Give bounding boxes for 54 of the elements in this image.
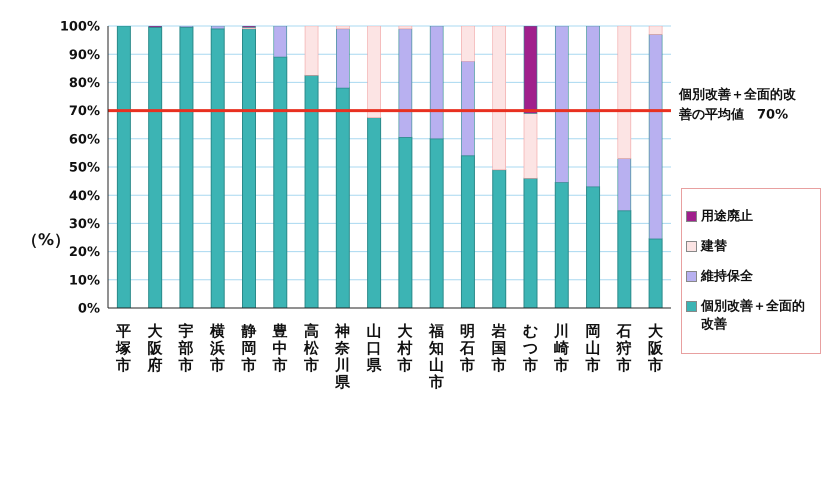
y-tick-label: 20% bbox=[68, 245, 100, 260]
bar bbox=[304, 74, 319, 308]
x-tick-label: 石狩市 bbox=[616, 322, 632, 374]
x-tick-label: 岩国市 bbox=[490, 322, 506, 374]
bar bbox=[148, 26, 162, 308]
x-tick-label: 大阪府 bbox=[146, 322, 164, 374]
y-tick-label: 90% bbox=[68, 48, 100, 63]
legend-label: 建替 bbox=[701, 238, 727, 255]
x-tick-label: むつ市 bbox=[522, 322, 538, 374]
y-tick-label: 10% bbox=[68, 273, 100, 288]
y-tick-label: 30% bbox=[68, 217, 100, 232]
y-tick-label: 50% bbox=[68, 160, 100, 176]
bar bbox=[648, 26, 662, 35]
x-tick-label: 宇部市 bbox=[178, 322, 194, 374]
y-tick-label: 0% bbox=[78, 302, 100, 317]
bar bbox=[461, 26, 475, 62]
bar bbox=[242, 28, 256, 308]
bar bbox=[492, 26, 506, 170]
x-tick-label: 岡山市 bbox=[584, 322, 600, 374]
x-tick-label: 明石市 bbox=[459, 322, 476, 374]
y-tick-label: 80% bbox=[68, 76, 100, 92]
x-tick-label: 山口県 bbox=[365, 322, 382, 374]
bar bbox=[304, 26, 318, 76]
bar bbox=[367, 117, 382, 308]
bar bbox=[336, 26, 350, 30]
x-tick-label: 福知山市 bbox=[428, 322, 444, 391]
y-axis-title: （%） bbox=[22, 230, 70, 249]
y-tick-label: 70% bbox=[68, 104, 100, 120]
y-tick-label: 60% bbox=[68, 132, 100, 148]
x-tick-label: 静岡市 bbox=[240, 322, 256, 374]
bar bbox=[523, 178, 538, 308]
x-tick-label: 平塚市 bbox=[115, 322, 132, 374]
ref-line-label: 個別改善＋全面的改善の平均値 70% bbox=[678, 86, 797, 123]
y-tick-label: 40% bbox=[68, 188, 100, 204]
bar bbox=[618, 26, 632, 159]
bar bbox=[524, 113, 538, 179]
y-tick-label: 100% bbox=[60, 20, 100, 35]
legend-label: 用途廃止 bbox=[701, 208, 753, 225]
x-tick-label: 大阪市 bbox=[646, 322, 664, 374]
bar bbox=[116, 26, 131, 308]
x-tick-label: 豊中市 bbox=[272, 322, 288, 374]
x-tick-label: 大村市 bbox=[396, 322, 414, 374]
bar bbox=[492, 169, 506, 308]
bar bbox=[398, 26, 412, 30]
x-tick-label: 高松市 bbox=[302, 322, 320, 374]
bar bbox=[367, 26, 381, 118]
bar bbox=[210, 28, 225, 308]
x-tick-label: 川崎市 bbox=[553, 322, 570, 374]
bar bbox=[524, 26, 538, 114]
legend-label: 個別改善＋全面的改善 bbox=[701, 298, 806, 333]
legend-label: 維持保全 bbox=[701, 268, 753, 285]
bar bbox=[179, 26, 194, 308]
x-tick-label: 横浜市 bbox=[208, 322, 225, 374]
x-tick-label: 神奈川県 bbox=[334, 322, 352, 391]
